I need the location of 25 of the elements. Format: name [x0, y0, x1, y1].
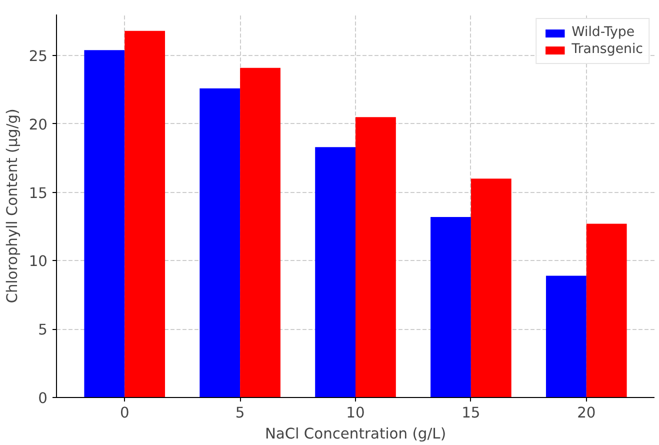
y-tick-label: 5 — [38, 322, 48, 339]
bar — [546, 276, 586, 398]
bar — [124, 30, 166, 398]
bar — [430, 216, 471, 398]
x-axis-title: NaCl Concentration (g/L) — [264, 426, 446, 442]
y-tick-label: 25 — [28, 48, 48, 66]
bar — [84, 50, 125, 398]
legend-label: Wild-Type — [572, 25, 635, 40]
x-tick-label: 5 — [235, 404, 245, 422]
bar — [470, 178, 512, 398]
x-tick-label: 15 — [462, 404, 480, 422]
bar — [586, 224, 627, 398]
x-tick-label: 10 — [346, 404, 365, 422]
y-axis-title: Chlorophyll Content (µg/g) — [4, 108, 21, 304]
y-tick-label: 15 — [28, 184, 48, 202]
y-tick-label: 0 — [38, 390, 48, 407]
y-tick-label: 10 — [28, 253, 48, 270]
bar — [200, 88, 240, 398]
x-tick-label: 20 — [577, 404, 596, 422]
bar — [315, 147, 356, 398]
x-tick-label: 0 — [120, 404, 130, 422]
legend-label: Transgenic — [572, 42, 643, 57]
bar — [356, 117, 396, 398]
y-tick-label: 20 — [28, 116, 48, 134]
bar — [240, 68, 280, 398]
